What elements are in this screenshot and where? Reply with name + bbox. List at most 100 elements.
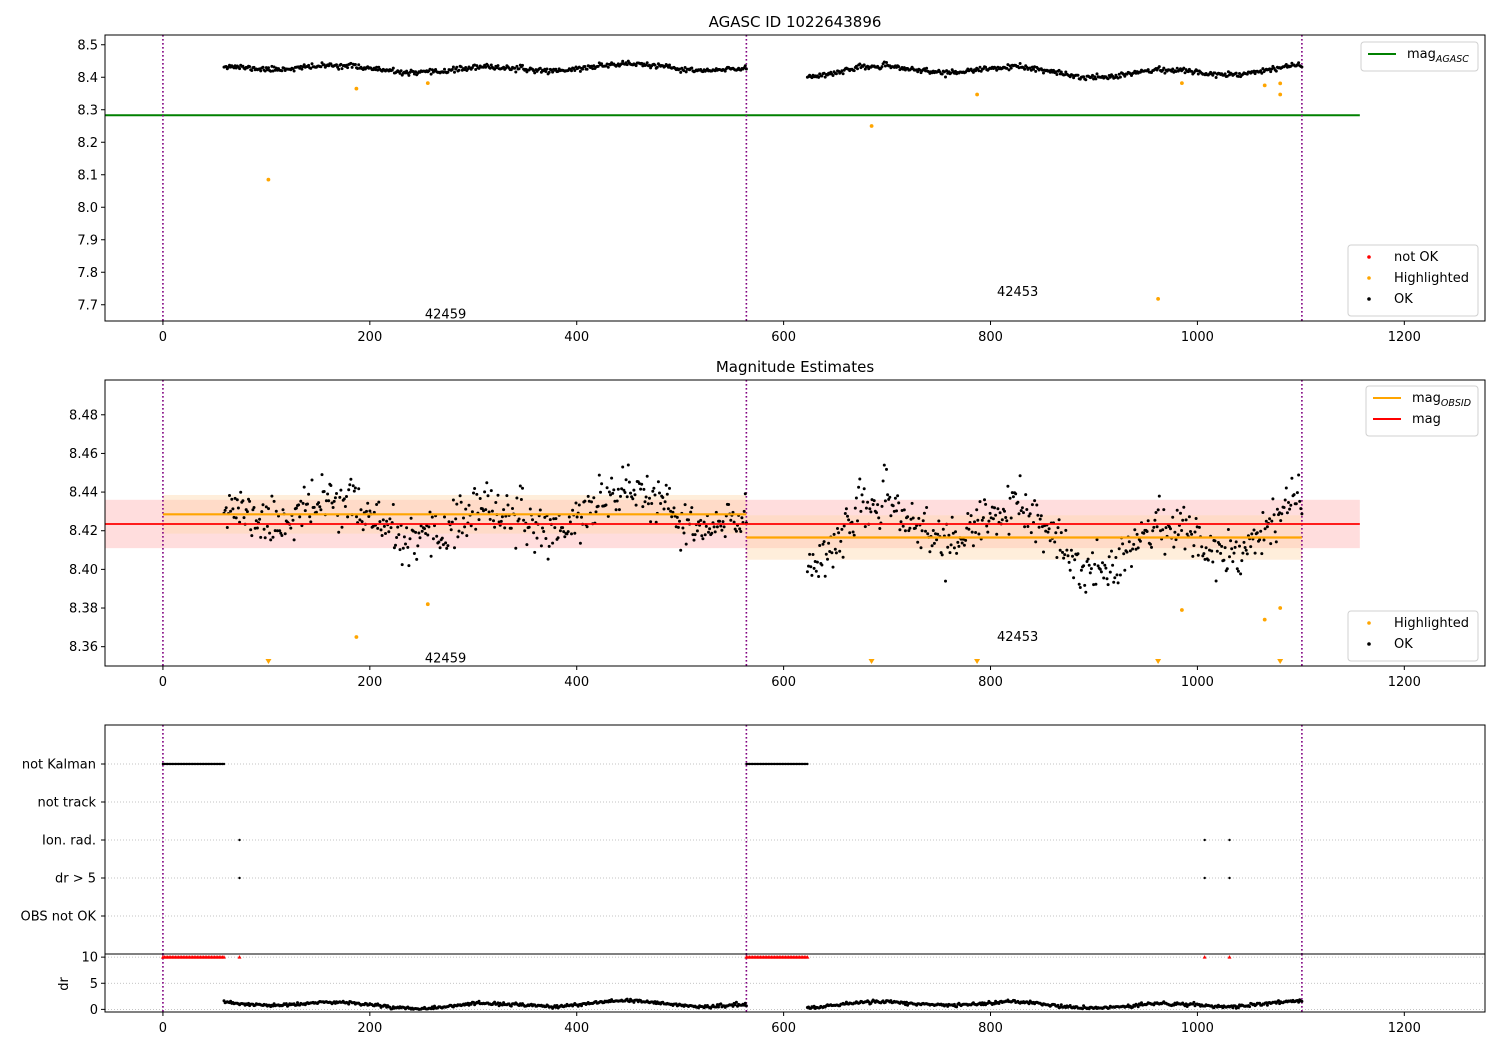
ok-point xyxy=(401,546,405,550)
ok-point xyxy=(974,69,978,73)
ok-point xyxy=(744,67,748,71)
ok-point xyxy=(414,70,418,74)
ok-point xyxy=(376,526,380,530)
ok-point xyxy=(554,517,558,521)
ok-point xyxy=(1046,530,1050,534)
ok-point xyxy=(465,534,469,538)
ok-point xyxy=(1006,63,1010,67)
ok-point xyxy=(896,494,900,498)
ok-point xyxy=(945,69,949,73)
x-tick-label: 800 xyxy=(978,330,1003,345)
ok-point xyxy=(1131,547,1135,551)
ok-point xyxy=(1156,508,1160,512)
ok-point xyxy=(651,489,655,493)
ok-point xyxy=(1283,498,1287,502)
ok-point xyxy=(605,486,609,490)
ok-point xyxy=(377,500,381,504)
ok-point xyxy=(672,506,676,510)
ok-point xyxy=(645,474,649,478)
x-tick-label: 400 xyxy=(564,675,589,690)
ok-point xyxy=(869,510,873,514)
ok-point xyxy=(384,532,387,535)
ok-point xyxy=(901,524,905,528)
ok-point xyxy=(604,503,608,507)
ok-point xyxy=(1259,529,1263,533)
ok-point xyxy=(1106,77,1110,81)
ok-point xyxy=(930,544,934,548)
highlighted-point xyxy=(1180,81,1184,85)
ok-point xyxy=(971,70,975,74)
ok-point xyxy=(1036,513,1040,517)
ok-point xyxy=(441,70,445,74)
ok-point xyxy=(505,494,509,498)
ok-point xyxy=(1174,538,1178,542)
ok-point xyxy=(577,503,581,507)
ok-point xyxy=(548,518,552,522)
y-tick-label: 10 xyxy=(81,951,98,966)
below-range-marker xyxy=(265,659,272,664)
ok-point xyxy=(261,503,265,507)
ok-point xyxy=(807,564,810,568)
ok-point xyxy=(663,500,667,504)
x-tick-label: 400 xyxy=(564,330,589,345)
ok-point xyxy=(358,518,362,522)
ok-point xyxy=(1059,70,1063,74)
ok-point xyxy=(1081,1007,1084,1011)
ok-point xyxy=(405,69,409,73)
ok-point xyxy=(956,540,960,544)
flag-point xyxy=(238,838,241,842)
ok-point xyxy=(1042,71,1045,75)
ok-point xyxy=(1055,73,1059,76)
ok-point xyxy=(307,63,311,67)
y-tick-label: 8.2 xyxy=(77,136,98,151)
ok-point xyxy=(743,492,747,496)
ok-point xyxy=(1023,525,1027,529)
ok-point xyxy=(841,72,845,76)
ok-point xyxy=(345,495,348,498)
ok-point xyxy=(333,496,337,500)
ok-point xyxy=(1255,531,1259,535)
ok-point xyxy=(1235,567,1239,571)
ok-point xyxy=(744,1004,748,1008)
ok-point xyxy=(340,67,344,71)
ok-point xyxy=(994,513,998,517)
ok-point xyxy=(921,519,925,523)
ok-point xyxy=(404,542,407,546)
ok-point xyxy=(1095,538,1099,542)
ok-point xyxy=(299,64,303,68)
flag-category-label: not track xyxy=(37,796,96,811)
ok-point xyxy=(411,529,415,533)
ok-point xyxy=(964,538,968,542)
ok-point xyxy=(1262,538,1266,542)
ok-point xyxy=(1204,546,1208,550)
ok-point xyxy=(1022,511,1025,515)
y-tick-label: 8.40 xyxy=(69,563,98,578)
ok-point xyxy=(485,481,489,485)
ok-point xyxy=(1108,570,1112,574)
ok-point xyxy=(408,537,412,541)
ok-point xyxy=(353,486,357,490)
ok-point xyxy=(1047,527,1051,531)
ok-point xyxy=(360,520,364,524)
ok-point xyxy=(1058,548,1062,552)
ok-point xyxy=(1238,544,1241,548)
ok-point xyxy=(875,511,878,515)
ok-point xyxy=(1004,516,1008,519)
ok-point xyxy=(1171,67,1175,71)
ok-point xyxy=(320,473,324,477)
ok-point xyxy=(631,497,635,501)
ok-point xyxy=(942,70,946,74)
y-tick-label: 8.48 xyxy=(69,408,98,423)
x-tick-label: 200 xyxy=(357,330,382,345)
ok-point xyxy=(883,499,887,503)
ok-point xyxy=(1201,554,1205,558)
ok-point xyxy=(1184,518,1188,522)
ok-point xyxy=(1215,549,1219,553)
ok-point xyxy=(1096,564,1100,568)
ok-point xyxy=(556,69,560,73)
ok-point xyxy=(438,546,442,550)
ok-point xyxy=(998,511,1002,515)
ok-point xyxy=(1155,525,1159,529)
panel-flags: not Kalman not track Ion. rad. dr > 5 OBS no… xyxy=(21,724,1486,955)
ok-point xyxy=(477,66,481,70)
